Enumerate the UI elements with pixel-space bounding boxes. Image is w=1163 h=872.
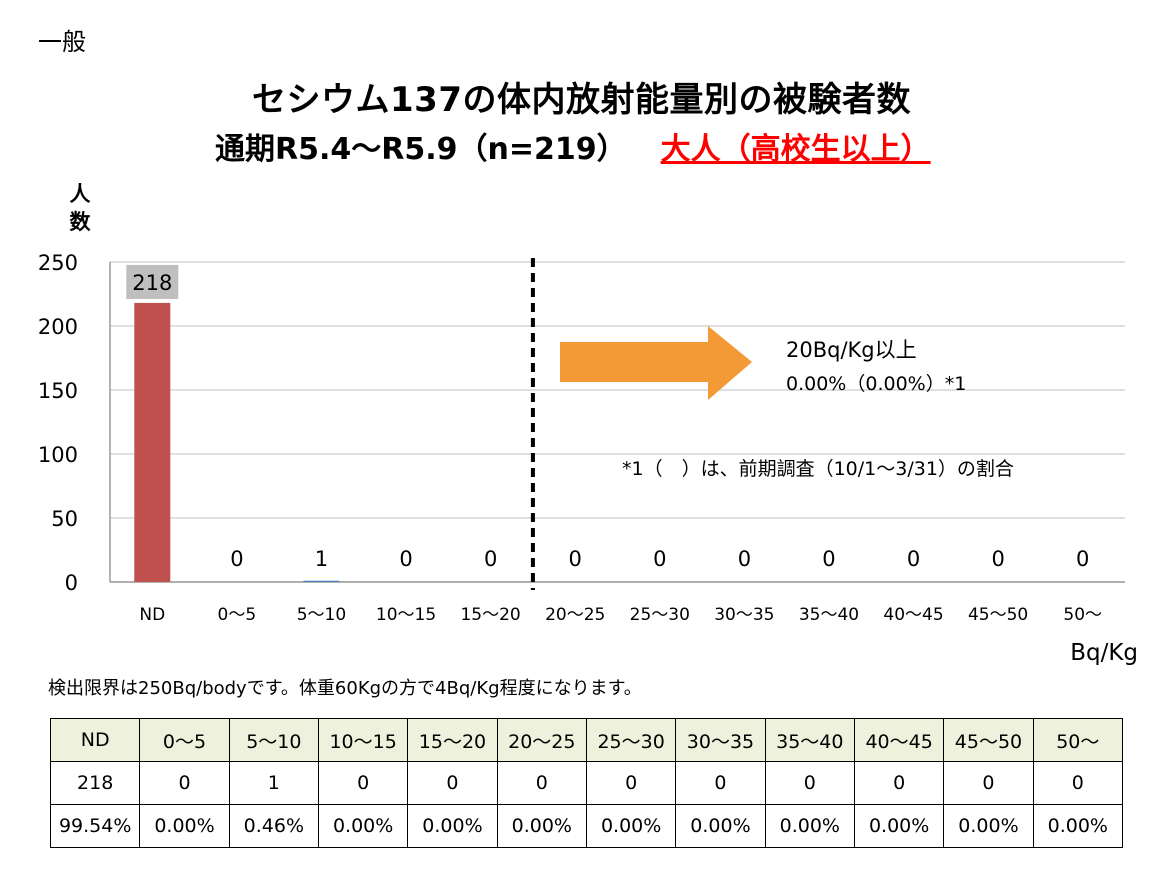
table-cell: 0.00% (764, 804, 855, 848)
table-cell: 0 (943, 761, 1034, 805)
table-cell: 40～45 (853, 718, 945, 762)
data-label: 0 (484, 547, 497, 571)
table-cell: 50～ (1032, 718, 1124, 762)
table-cell: 0 (317, 761, 409, 805)
x-tick-label: 40～45 (883, 605, 943, 625)
x-tick-label: 35～40 (799, 605, 859, 625)
data-label: 0 (230, 547, 243, 571)
table-cell: 0.00% (139, 804, 230, 848)
data-table: ND 0～5 5～10 10～15 15～20 20～25 25～30 30～35 35～40 4… (49, 718, 1124, 848)
table-cell: 0.00% (1032, 804, 1124, 848)
x-tick-label: 50～ (1063, 605, 1102, 625)
table-cell: 0 (139, 761, 230, 805)
table-cell: 0 (407, 761, 498, 805)
table-cell: 1 (228, 761, 319, 805)
y-tick-label: 250 (38, 251, 78, 275)
table-cell: 0 (853, 761, 945, 805)
y-tick-label: 200 (38, 315, 78, 339)
table-cell: 0.00% (943, 804, 1034, 848)
x-tick-label: 45～50 (968, 605, 1028, 625)
data-label: 0 (569, 547, 582, 571)
bar (303, 580, 340, 582)
y-tick-label: 50 (51, 507, 78, 531)
table-percent-row: 99.54% 0.00% 0.46% 0.00% 0.00% 0.00% 0.00% 0.00… (49, 804, 1124, 848)
table-cell: 25～30 (585, 718, 677, 762)
data-label: 0 (1076, 547, 1089, 571)
table-cell: 20～25 (496, 718, 587, 762)
table-cell: 0.00% (585, 804, 677, 848)
table-cell: 0～5 (139, 718, 230, 762)
y-tick-label: 0 (65, 571, 78, 595)
x-tick-label: 5～10 (297, 605, 346, 625)
y-axis-label-char: 人 (69, 182, 91, 206)
threshold-value: 0.00%（0.00%）*1 (786, 373, 966, 395)
subtitle-target-group: 大人（高校生以上） (660, 132, 931, 167)
table-cell: 0.00% (317, 804, 409, 848)
data-label: 0 (399, 547, 412, 571)
data-label: 0 (822, 547, 835, 571)
table-cell: 30～35 (675, 718, 766, 762)
x-tick-label: ND (139, 605, 165, 625)
x-tick-label: 10～15 (376, 605, 436, 625)
y-tick-label: 150 (38, 379, 78, 403)
table-count-row: 218 0 1 0 0 0 0 0 0 0 0 0 (49, 761, 1124, 805)
table-cell: 10～15 (317, 718, 409, 762)
table-cell: 0 (675, 761, 766, 805)
table-cell: 99.54% (49, 804, 141, 848)
data-label-box (126, 264, 179, 299)
table-cell: 0.46% (228, 804, 319, 848)
data-label: 0 (991, 547, 1004, 571)
y-tick-label: 100 (38, 443, 78, 467)
data-label: 218 (132, 271, 172, 295)
bar-chart: 0 50 100 150 200 250 218 ND 0 0～5 1 5～10 0 10～15 0 15～2… (38, 251, 1138, 666)
table-cell: 35～40 (764, 718, 855, 762)
table-cell: 0 (764, 761, 855, 805)
table-cell: 218 (49, 761, 141, 805)
table-cell: 0.00% (675, 804, 766, 848)
table-cell: 0.00% (853, 804, 945, 848)
table-cell: 0.00% (496, 804, 587, 848)
data-label: 0 (907, 547, 920, 571)
x-tick-label: 25～30 (630, 605, 690, 625)
y-axis-label-char: 数 (69, 210, 91, 234)
x-axis-label: Bq/Kg (1070, 640, 1138, 666)
bar (134, 302, 171, 582)
x-tick-label: 30～35 (714, 605, 774, 625)
data-label: 1 (315, 547, 328, 571)
table-cell: 15～20 (407, 718, 498, 762)
table-cell: 0 (496, 761, 587, 805)
x-tick-label: 20～25 (545, 605, 605, 625)
table-cell: ND (49, 718, 141, 762)
detection-limit-note: 検出限界は250Bq/bodyです。体重60Kgの方で4Bq/Kg程度になります… (48, 678, 642, 699)
data-label: 0 (653, 547, 666, 571)
chart-title: セシウム137の体内放射能量別の被験者数 (252, 80, 911, 120)
data-label: 0 (738, 547, 751, 571)
table-cell: 45～50 (943, 718, 1034, 762)
table-cell: 0 (585, 761, 677, 805)
subtitle-period: 通期R5.4～R5.9（n=219） (215, 132, 627, 167)
x-tick-label: 0～5 (218, 605, 257, 625)
table-cell: 5～10 (228, 718, 319, 762)
table-cell: 0 (1032, 761, 1124, 805)
chart-subtitle: 通期R5.4～R5.9（n=219） 大人（高校生以上） (215, 124, 931, 168)
footnote: *1（ ）は、前期調査（10/1～3/31）の割合 (622, 458, 1014, 480)
table-cell: 0.00% (407, 804, 498, 848)
y-axis-label: 人数 (68, 180, 92, 236)
arrow-icon (560, 326, 752, 400)
threshold-label: 20Bq/Kg以上 (786, 338, 917, 362)
category-label: 一般 (38, 28, 86, 56)
x-tick-label: 15～20 (460, 605, 520, 625)
table-header-row: ND 0～5 5～10 10～15 15～20 20～25 25～30 30～35 35～40 4… (49, 718, 1124, 762)
